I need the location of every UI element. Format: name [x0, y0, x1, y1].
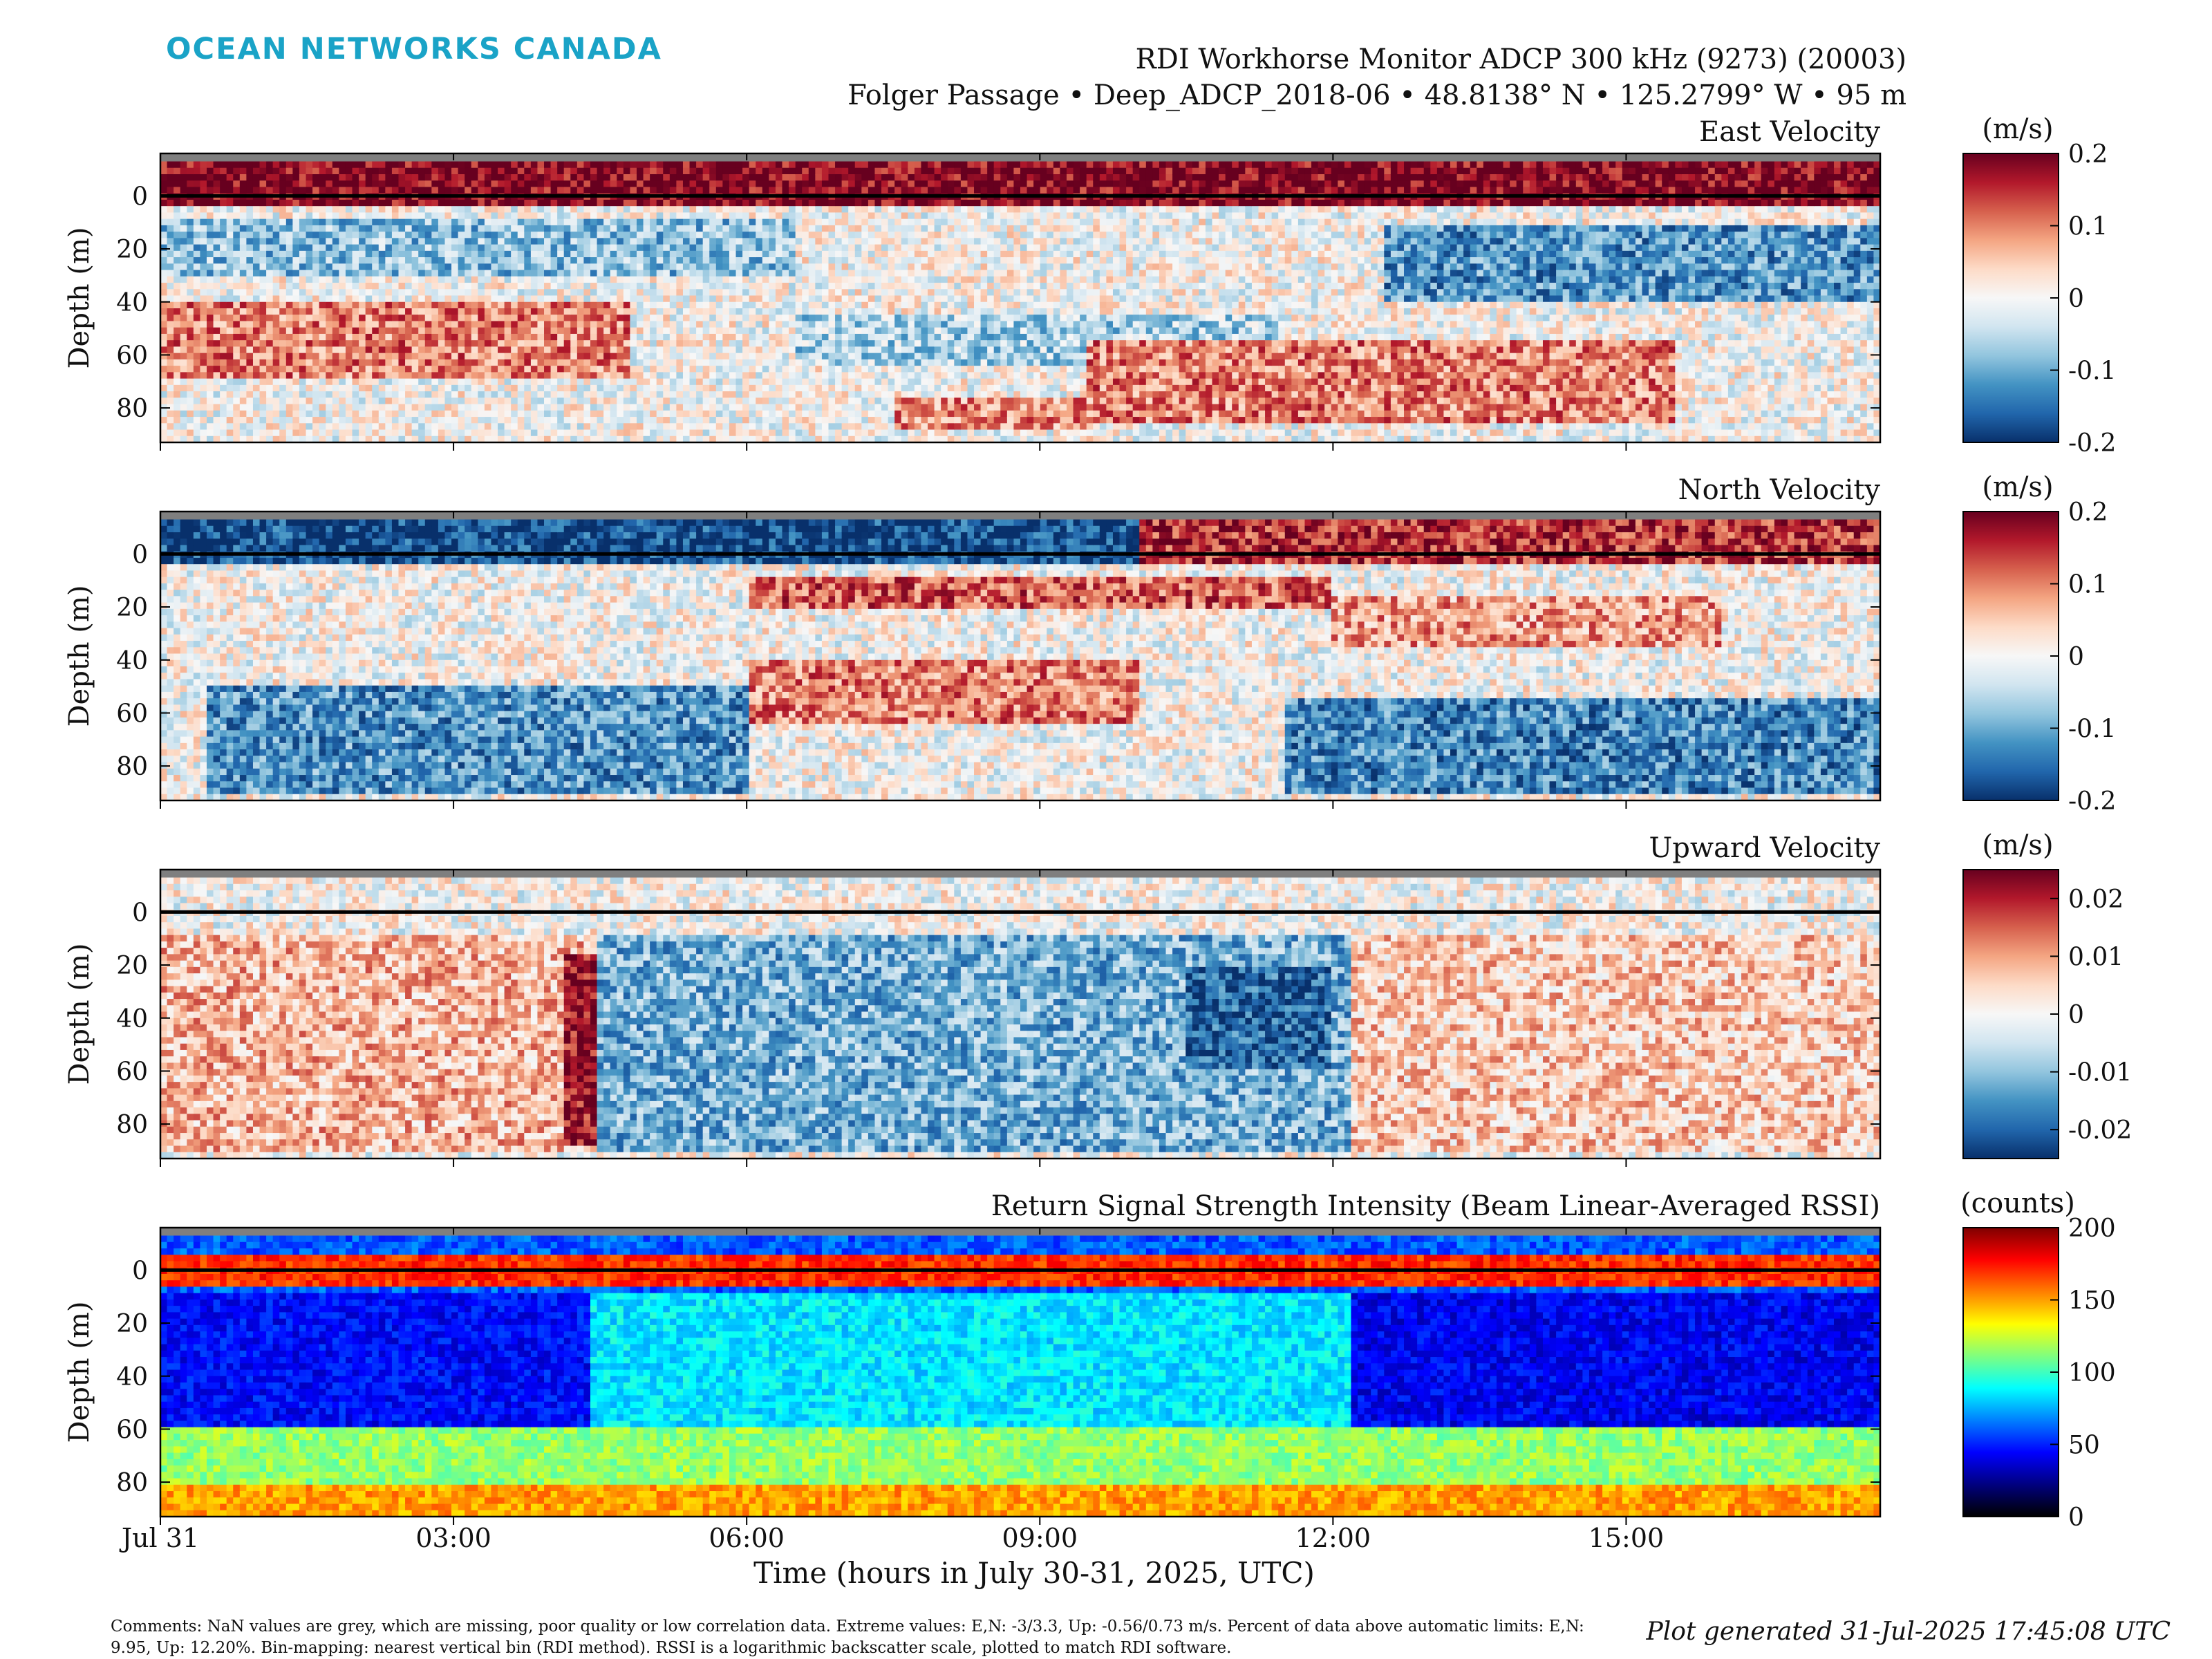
nan-band [160, 153, 1880, 162]
y-tick-label: 60 [116, 1416, 148, 1444]
y-tick-label: 60 [116, 700, 148, 728]
y-tick-label: 80 [116, 395, 148, 423]
x-tick-label: 15:00 [1588, 1523, 1665, 1553]
plot-generated-timestamp: Plot generated 31-Jul-2025 17:45:08 UTC [1647, 1618, 2171, 1646]
instrument-title: RDI Workhorse Monitor ADCP 300 kHz (9273… [847, 41, 1906, 77]
colorbar-tick-label: 150 [2068, 1287, 2116, 1315]
y-tick-label: 0 [132, 1257, 148, 1285]
colorbar-tick-label: 0 [2068, 285, 2084, 313]
panel-title: Return Signal Strength Intensity (Beam L… [991, 1190, 1880, 1222]
x-tick-label: Jul 31 [119, 1523, 199, 1553]
y-tick-label: 20 [116, 952, 148, 980]
colorbar-tick-label: -0.01 [2068, 1059, 2132, 1087]
y-tick-label: 80 [116, 1469, 148, 1497]
colorbar-tick-label: 0.01 [2068, 943, 2124, 971]
colorbar-unit: (counts) [1960, 1188, 2075, 1219]
colorbar-scale [1962, 511, 2059, 801]
colorbar-tick-label: 0.1 [2068, 213, 2108, 241]
panel-0: 0 20 40 60 80 Depth (m) East Velocity 0.2 0.1 0 -0… [64, 113, 2116, 458]
y-tick-label: 20 [116, 594, 148, 622]
y-tick-label: 40 [116, 1363, 148, 1391]
panel-3: 0 20 40 60 80 Depth (m) Return Signal Strength… [64, 1188, 2116, 1532]
nan-band [160, 512, 1880, 520]
colorbar-1: 0.2 0.1 0 -0.1 -0.2 (m/s) [1962, 471, 2116, 816]
plot-title: RDI Workhorse Monitor ADCP 300 kHz (9273… [847, 41, 1906, 113]
onc-logo: OCEAN NETWORKS CANADA [166, 32, 662, 66]
colorbar-0: 0.2 0.1 0 -0.1 -0.2 (m/s) [1962, 113, 2116, 458]
colorbar-2: 0.02 0.01 0 -0.01 -0.02 (m/s) [1962, 830, 2132, 1159]
colorbar-tick-label: 0 [2068, 1001, 2084, 1029]
colorbar-unit: (m/s) [1982, 830, 2053, 861]
heatmap-1 [160, 512, 1880, 800]
nan-band [160, 1228, 1880, 1236]
y-tick-label: 80 [116, 753, 148, 781]
colorbar-scale [1962, 1227, 2059, 1517]
panel-1: 0 20 40 60 80 Depth (m) North Velocity 0.2 0.1 0 -… [64, 471, 2116, 816]
x-tick-label: 09:00 [1002, 1523, 1078, 1553]
colorbar-tick-label: -0.1 [2068, 715, 2116, 744]
y-tick-label: 60 [116, 341, 148, 370]
panel-title: North Velocity [1678, 474, 1881, 506]
x-tick-label: 03:00 [415, 1523, 491, 1553]
y-tick-label: 40 [116, 289, 148, 317]
axes-frame [159, 868, 1882, 1160]
colorbar-3: 200 150 100 50 0 (counts) [1960, 1188, 2116, 1532]
comments-text: Comments: NaN values are grey, which are… [111, 1616, 1604, 1659]
colorbar-tick-label: 100 [2068, 1359, 2116, 1387]
colorbar-unit: (m/s) [1982, 471, 2053, 503]
y-axis-label: Depth (m) [64, 1301, 95, 1443]
colorbar-tick-label: 0 [2068, 643, 2084, 671]
colorbar-tick-label: -0.2 [2068, 787, 2116, 816]
colorbar-tick-label: 0.2 [2068, 498, 2108, 527]
colorbar-tick-label: -0.1 [2068, 357, 2116, 386]
y-tick-label: 40 [116, 647, 148, 675]
y-tick-label: 20 [116, 1310, 148, 1338]
colorbar-tick-label: -0.2 [2068, 429, 2116, 458]
y-axis-label: Depth (m) [64, 943, 95, 1085]
x-axis-label: Time (hours in July 30-31, 2025, UTC) [753, 1556, 1315, 1590]
heatmap-3 [160, 1228, 1880, 1517]
panel-title: Upward Velocity [1649, 832, 1881, 864]
location-subtitle: Folger Passage • Deep_ADCP_2018-06 • 48.… [847, 77, 1906, 113]
colorbar-scale [1962, 869, 2059, 1159]
panel-title: East Velocity [1699, 116, 1880, 148]
colorbar-tick-label: 0.2 [2068, 140, 2108, 169]
nan-band [160, 870, 1880, 878]
y-axis-label: Depth (m) [64, 585, 95, 727]
colorbar-tick-label: 0.1 [2068, 571, 2108, 599]
y-tick-label: 0 [132, 899, 148, 927]
colorbar-tick-label: 50 [2068, 1432, 2100, 1460]
axes-frame [159, 152, 1882, 444]
colorbar-tick-label: 0.02 [2068, 885, 2124, 914]
heatmap-0 [160, 153, 1880, 442]
colorbar-tick-label: -0.02 [2068, 1116, 2132, 1145]
y-tick-label: 80 [116, 1111, 148, 1139]
y-tick-label: 0 [132, 541, 148, 569]
heatmap-2 [160, 870, 1880, 1159]
y-tick-label: 20 [116, 236, 148, 264]
y-axis-label: Depth (m) [64, 227, 95, 368]
colorbar-tick-label: 0 [2068, 1503, 2084, 1532]
axes-frame [159, 510, 1882, 802]
axes-frame [159, 1226, 1882, 1518]
colorbar-tick-label: 200 [2068, 1215, 2116, 1243]
y-tick-label: 60 [116, 1058, 148, 1086]
y-tick-label: 0 [132, 182, 148, 211]
x-tick-label: 12:00 [1295, 1523, 1371, 1553]
y-tick-label: 40 [116, 1005, 148, 1033]
colorbar-unit: (m/s) [1982, 113, 2053, 145]
x-tick-label: 06:00 [709, 1523, 785, 1553]
colorbar-scale [1962, 153, 2059, 443]
